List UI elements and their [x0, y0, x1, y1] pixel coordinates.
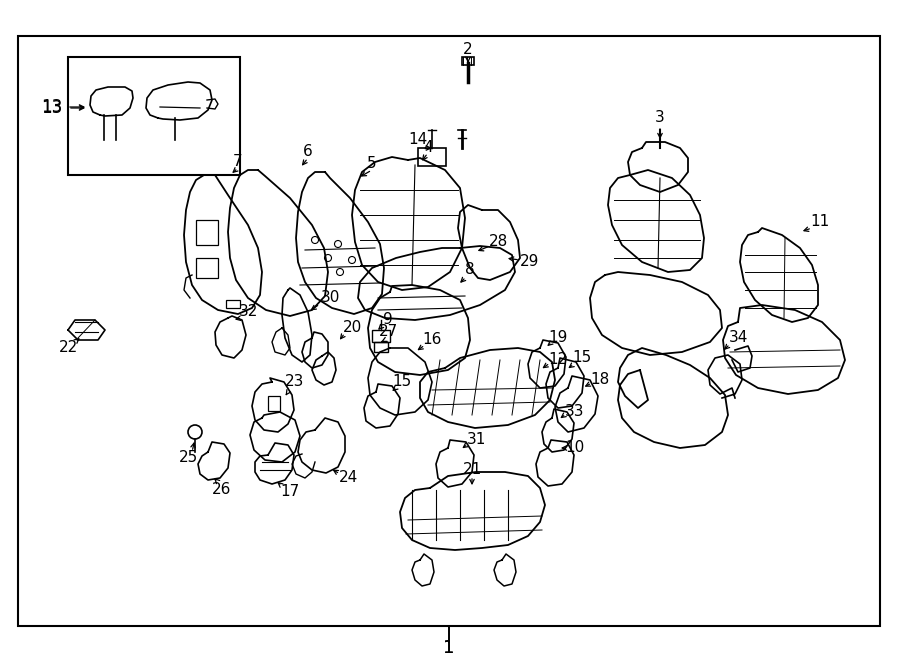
Text: 12: 12	[548, 352, 568, 368]
Text: 15: 15	[572, 350, 591, 366]
Text: 5: 5	[367, 155, 377, 171]
Text: 4: 4	[423, 139, 433, 155]
Text: 10: 10	[565, 440, 585, 455]
Text: 25: 25	[178, 451, 198, 465]
Text: 1: 1	[444, 639, 454, 657]
Text: 23: 23	[285, 375, 305, 389]
Text: 33: 33	[565, 405, 585, 420]
Bar	[372, 330, 390, 342]
Text: 16: 16	[422, 332, 442, 348]
Text: 32: 32	[238, 305, 257, 319]
Text: 21: 21	[463, 463, 482, 477]
Bar	[18, 36, 880, 626]
Text: 18: 18	[590, 373, 609, 387]
Text: 22: 22	[58, 340, 77, 356]
Text: 20: 20	[342, 321, 362, 336]
Bar	[418, 148, 446, 166]
Bar	[196, 220, 218, 245]
Text: 1: 1	[444, 639, 454, 657]
Text: 13: 13	[41, 98, 63, 116]
Text: 2: 2	[464, 42, 472, 58]
Text: 13: 13	[41, 99, 63, 117]
Text: 6: 6	[303, 145, 313, 159]
Text: 24: 24	[338, 471, 357, 485]
Text: 7: 7	[233, 155, 243, 169]
Bar	[196, 258, 218, 278]
Text: 30: 30	[320, 290, 339, 305]
Bar	[226, 300, 240, 308]
Bar	[374, 342, 388, 352]
Text: 14: 14	[409, 132, 428, 147]
Bar	[268, 396, 280, 411]
Text: 15: 15	[392, 375, 411, 389]
Text: 29: 29	[520, 254, 540, 270]
Text: 9: 9	[383, 313, 393, 327]
Bar	[68, 57, 240, 175]
Text: 28: 28	[489, 235, 508, 249]
Text: 31: 31	[466, 432, 486, 447]
Bar	[462, 57, 474, 65]
Text: 26: 26	[212, 483, 231, 498]
Text: 3: 3	[655, 110, 665, 126]
Text: 19: 19	[548, 330, 568, 346]
Text: 11: 11	[810, 215, 830, 229]
Text: 17: 17	[281, 485, 300, 500]
Text: 8: 8	[465, 262, 475, 278]
Text: 34: 34	[728, 330, 748, 346]
Text: 27: 27	[378, 325, 398, 340]
